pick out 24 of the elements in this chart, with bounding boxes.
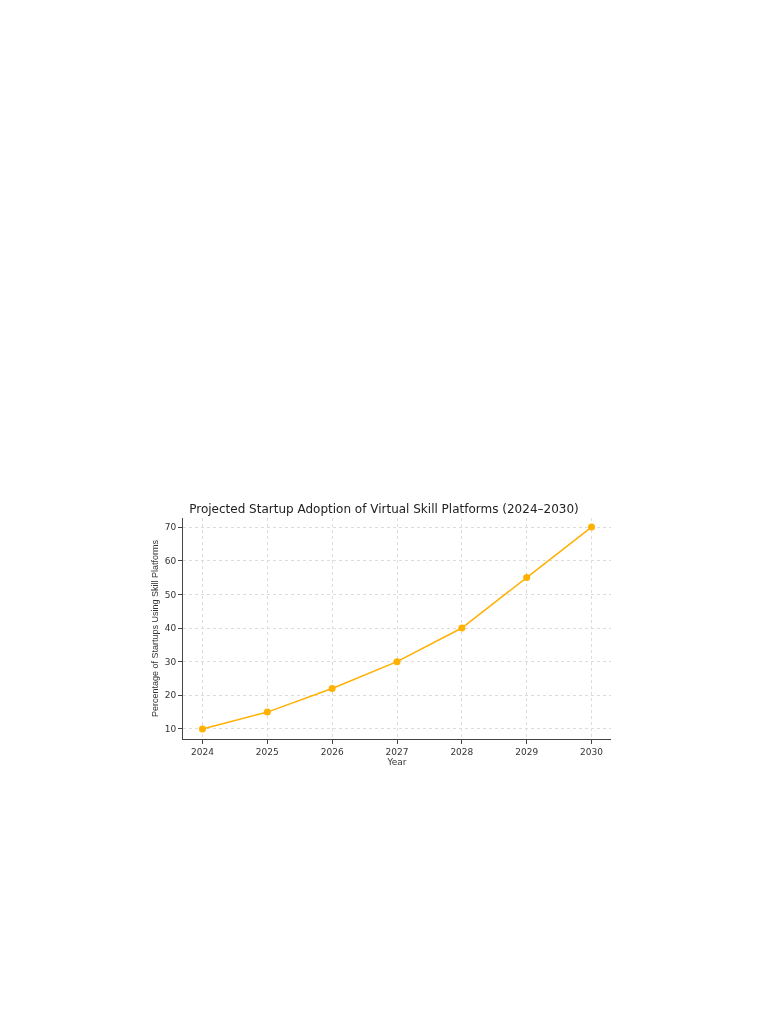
x-tick-label: 2029 (515, 746, 539, 757)
x-tick-label: 2024 (191, 746, 215, 757)
y-tick-label: 50 (164, 589, 177, 600)
chart-title: Projected Startup Adoption of Virtual Skill Platforms (2024–2030) (189, 502, 579, 517)
x-axis-title: Year (386, 756, 407, 767)
point (393, 658, 401, 666)
y-tick-label: 60 (164, 555, 177, 566)
y-tick-label: 70 (164, 522, 177, 533)
x-tick-label: 2028 (450, 746, 474, 757)
point (523, 574, 531, 582)
y-tick-label: 30 (164, 656, 177, 667)
point (588, 523, 596, 531)
y-tick-label: 10 (164, 724, 177, 735)
x-tick-label: 2027 (385, 746, 409, 757)
point (458, 624, 466, 632)
x-tick-label: 2026 (320, 746, 344, 757)
point (328, 685, 336, 693)
x-tick-label: 2025 (255, 746, 279, 757)
y-tick-label: 20 (164, 690, 177, 701)
x-tick-label: 2030 (580, 746, 604, 757)
y-axis-title: Percentage of Startups Using Skill Platforms (150, 539, 161, 718)
point (198, 725, 206, 733)
y-tick-label: 40 (164, 623, 177, 634)
point (263, 708, 271, 716)
